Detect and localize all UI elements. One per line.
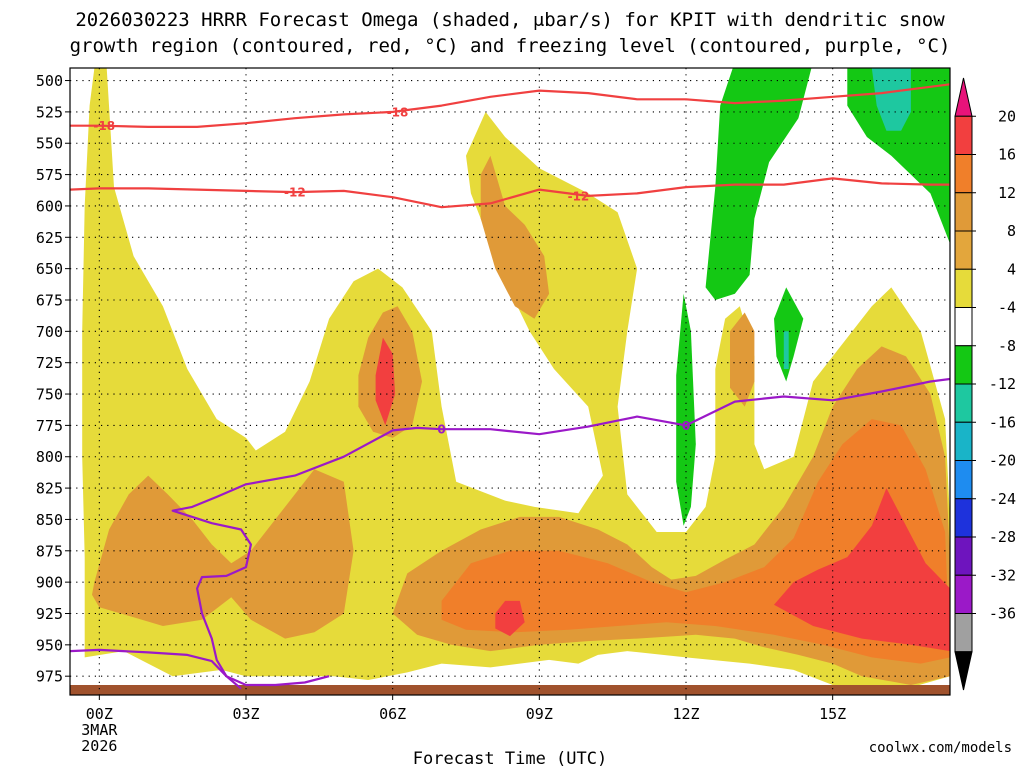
colorbar-bin-8-4: [954, 307, 973, 347]
x-tick-label-00z: 00Z: [86, 705, 113, 723]
colorbar-label-8: 8: [1007, 222, 1016, 240]
y-tick-label-700: 700: [36, 323, 63, 341]
y-tick-label-850: 850: [36, 511, 63, 529]
colorbar-bin-4-4: [954, 268, 973, 308]
y-tick-label-550: 550: [36, 135, 63, 153]
x-tick-label-03z: 03Z: [232, 705, 259, 723]
y-tick-label-600: 600: [36, 197, 63, 215]
y-tick-label-750: 750: [36, 386, 63, 404]
colorbar: 20 16 12 8 4 -4 -8 -12 -16 -20 -24 -28 -32 -36: [954, 77, 1016, 691]
y-tick-label-675: 675: [36, 291, 63, 309]
dgz-contour-label-0-1: -18: [387, 105, 409, 119]
y-tick-label-800: 800: [36, 448, 63, 466]
omega-region-7-rising-16-20: [774, 488, 950, 652]
dgz-contour-label-0-0: -18: [93, 119, 115, 133]
colorbar-label-8: -8: [998, 337, 1016, 355]
colorbar-top-arrow: [954, 77, 973, 117]
colorbar-bin-32-28: [954, 536, 973, 576]
y-tick-label-925: 925: [36, 605, 63, 623]
colorbar-bin-12-16: [954, 154, 973, 194]
y-tick-label-825: 825: [36, 480, 63, 498]
chart-title-line1: 2026030223 HRRR Forecast Omega (shaded, …: [75, 9, 945, 31]
plot-frame: [69, 67, 951, 696]
colorbar-label-4: 4: [1007, 260, 1016, 278]
plot-area: -18 -18 -12 -12 0 0: [69, 67, 951, 696]
colorbar-label-24: -24: [989, 490, 1016, 508]
omega-region-5-rising-8-12-spike: [730, 312, 755, 407]
freezing-contour-0-1: [171, 377, 950, 690]
chart-title-line2: growth region (contoured, red, °C) and f…: [70, 35, 951, 57]
omega-region-8-rising-16-20-core: [495, 600, 525, 637]
colorbar-label-16: -16: [989, 413, 1016, 431]
x-tick-label-09z: 09Z: [526, 705, 553, 723]
x-axis-title: Forecast Time (UTC): [413, 749, 607, 768]
colorbar-bin-8-12: [954, 192, 973, 232]
x-tick-label-12z: 12Z: [672, 705, 699, 723]
contour-label-layer: -18 -18 -12 -12 0 0: [93, 105, 690, 437]
colorbar-bin-24-20: [954, 460, 973, 500]
omega-region-14-sinking-8-to-12: [871, 68, 911, 131]
colorbar-label-36: -36: [989, 605, 1016, 623]
credit-text: coolwx.com/models: [869, 740, 1012, 756]
x-tick-date-label: 3MAR: [81, 721, 118, 739]
y-tick-label-775: 775: [36, 417, 63, 435]
colorbar-bin-36-32: [954, 574, 973, 614]
freezing-contour-label-1-1: 0: [682, 419, 690, 433]
colorbar-bin-12-8: [954, 345, 973, 385]
colorbar-label-28: -28: [989, 528, 1016, 546]
y-tick-label-500: 500: [36, 72, 63, 90]
dgz-contour-label-1-1: -12: [568, 189, 590, 203]
y-axis: 500 525 550 575 600 625 650 675 700 725 750 775 800 8…: [36, 72, 70, 686]
dgz-contour-label-1-0: -12: [284, 186, 306, 200]
colorbar-bottom-arrow: [954, 651, 973, 691]
y-tick-label-950: 950: [36, 636, 63, 654]
dgz-contour-18-0: [70, 83, 950, 128]
colorbar-bin-20-16: [954, 421, 973, 461]
y-tick-label-875: 875: [36, 542, 63, 560]
colorbar-label-12: -12: [989, 375, 1016, 393]
colorbar-bin-40-36: [954, 613, 973, 653]
freezing-contour-label-1-0: 0: [437, 423, 445, 437]
freezing-contour-0-0: [70, 648, 330, 687]
colorbar-label-20: 20: [998, 107, 1016, 125]
omega-region-15-sinking-8-to-12-dot: [783, 331, 789, 369]
colorbar-bin-16-20: [954, 115, 973, 155]
colorbar-label-16: 16: [998, 146, 1016, 164]
contour-layer: [70, 83, 950, 690]
colorbar-label-32: -32: [989, 566, 1016, 584]
omega-region-1-rising-8-12-west: [92, 469, 354, 639]
x-tick-label-15z: 15Z: [819, 705, 846, 723]
y-tick-label-625: 625: [36, 229, 63, 247]
y-tick-label-975: 975: [36, 668, 63, 686]
omega-region-3-rising-8-12-aloft: [480, 155, 550, 319]
dgz-contour-12-1: [70, 177, 950, 209]
omega-region-11-sinking-4-to-8-far-ne: [847, 68, 950, 244]
y-tick-label-725: 725: [36, 354, 63, 372]
omega-shading-layer: [70, 68, 950, 695]
y-tick-label-575: 575: [36, 166, 63, 184]
y-tick-label-650: 650: [36, 260, 63, 278]
colorbar-bin-28-24: [954, 498, 973, 538]
x-tick-label-06z: 06Z: [379, 705, 406, 723]
y-tick-label-900: 900: [36, 574, 63, 592]
omega-region-9-rising-16-20-mid: [375, 337, 396, 426]
x-tick-year-label: 2026: [81, 737, 117, 755]
colorbar-label-12: 12: [998, 184, 1016, 202]
colorbar-bin-16-12: [954, 383, 973, 423]
colorbar-label-20: -20: [989, 452, 1016, 470]
omega-region-16-surface-strip: [70, 685, 950, 695]
colorbar-label-4: -4: [998, 299, 1016, 317]
colorbar-bin-4-8: [954, 230, 973, 270]
y-tick-label-525: 525: [36, 103, 63, 121]
